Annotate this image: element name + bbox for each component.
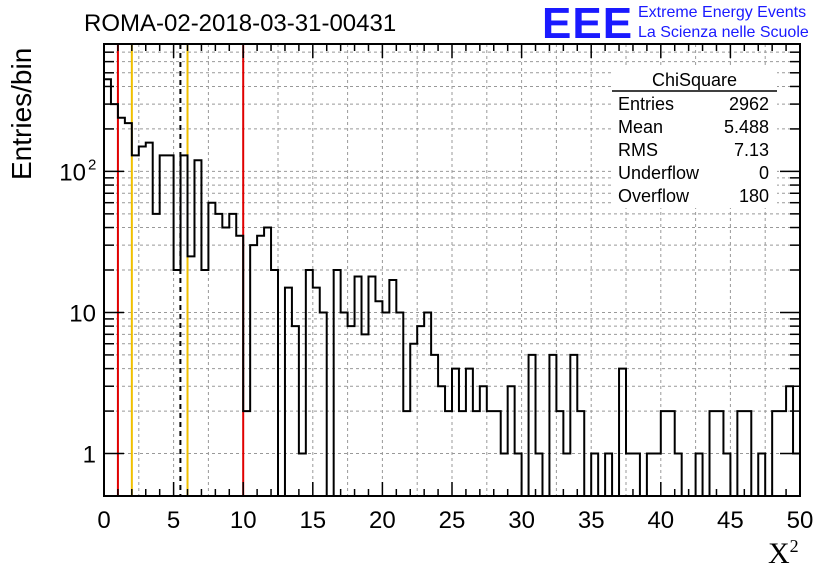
stats-row-label: Mean [618, 117, 663, 137]
x-tick-label: 45 [717, 507, 744, 534]
x-tick-label: 35 [578, 507, 605, 534]
x-tick-label: 20 [369, 507, 396, 534]
axis-ticks [103, 43, 801, 496]
x-tick-label: 5 [167, 507, 180, 534]
stats-row-label: Overflow [618, 186, 690, 206]
logo-tagline-2: La Scienza nelle Scuole [638, 24, 809, 41]
logo-tagline-1: Extreme Energy Events [638, 4, 807, 21]
stats-row-value: 180 [739, 186, 769, 206]
stats-box-background [612, 66, 777, 208]
x-axis-label: X2 [768, 536, 799, 571]
y-axis-label: Entries/bin [6, 47, 37, 180]
eee-logo: EEE [542, 0, 634, 48]
stats-row-value: 5.488 [724, 117, 769, 137]
x-tick-label: 30 [508, 507, 535, 534]
stats-row-label: Underflow [618, 163, 700, 183]
stats-box: ChiSquare Entries 2962 Mean 5.488 RMS 7.13 Unde… [612, 66, 777, 208]
histogram-step-line [104, 78, 800, 497]
x-tick-label: 40 [647, 507, 674, 534]
stats-box-title: ChiSquare [652, 70, 737, 90]
x-tick-label: 50 [787, 507, 814, 534]
x-axis-label-base: X [768, 537, 790, 570]
run-title: ROMA-02-2018-03-31-00431 [84, 10, 397, 37]
stats-row-value: 2962 [729, 94, 769, 114]
x-tick-label: 10 [230, 507, 257, 534]
y-tick-label: 1 [83, 442, 96, 469]
x-tick-label: 0 [97, 507, 110, 534]
x-axis-label-sup: 2 [789, 536, 799, 556]
stats-row-label: Entries [618, 94, 674, 114]
stats-row-value: 7.13 [734, 140, 769, 160]
y-tick-label-exponent: 2 [88, 156, 96, 173]
x-tick-label: 15 [299, 507, 326, 534]
x-tick-label: 25 [439, 507, 466, 534]
y-tick-label: 10 [59, 159, 86, 186]
stats-row-label: RMS [618, 140, 658, 160]
y-tick-label: 10 [69, 300, 96, 327]
stats-row-value: 0 [759, 163, 769, 183]
